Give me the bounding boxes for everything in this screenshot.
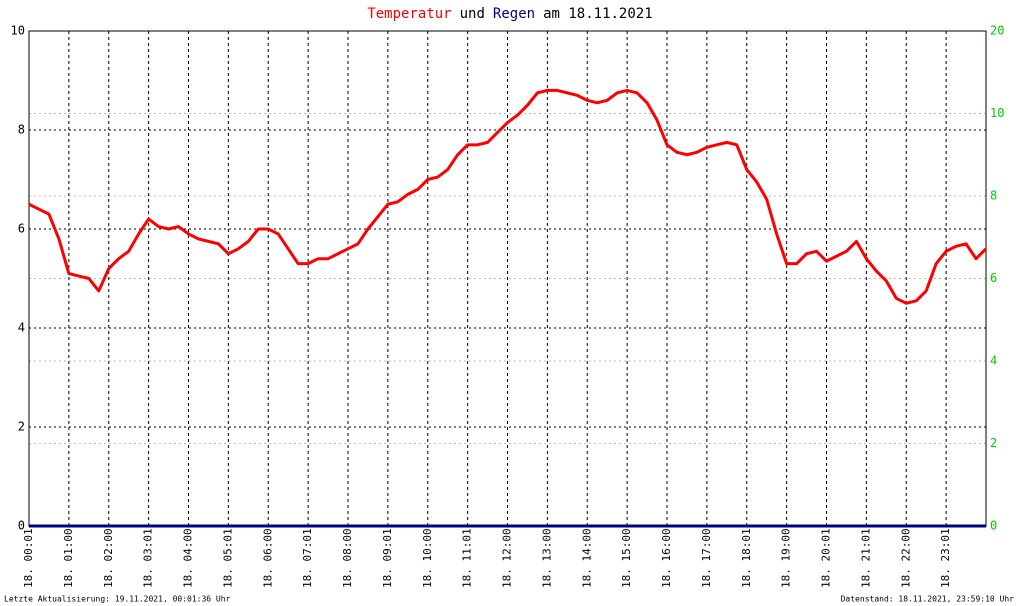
x-tick-label: 18. 11:01 bbox=[461, 528, 474, 588]
x-tick-label: 18. 19:00 bbox=[780, 528, 793, 588]
x-tick-label: 18. 18:01 bbox=[740, 528, 753, 588]
y-tick-label: 10 bbox=[11, 24, 25, 38]
y-tick-label: 8 bbox=[18, 123, 25, 137]
x-tick-label: 18. 00:01 bbox=[22, 528, 35, 588]
x-tick-label: 18. 20:01 bbox=[820, 528, 833, 588]
y-tick-label: 6 bbox=[18, 222, 25, 236]
y2-tick-label: 0 bbox=[990, 519, 997, 533]
x-tick-label: 18. 14:00 bbox=[580, 528, 593, 588]
y2-tick-label: 4 bbox=[990, 354, 997, 368]
y-tick-label: 2 bbox=[18, 420, 25, 434]
x-tick-label: 18. 15:00 bbox=[620, 528, 633, 588]
series-line bbox=[28, 88, 988, 305]
x-tick-label: 18. 23:01 bbox=[939, 528, 952, 588]
x-tick-label: 18. 09:01 bbox=[381, 528, 394, 588]
footer-right: Datenstand: 18.11.2021, 23:59:10 Uhr bbox=[841, 595, 1015, 604]
x-tick-label: 18. 07:01 bbox=[301, 528, 314, 588]
x-tick-label: 18. 12:00 bbox=[501, 528, 514, 588]
x-tick-label: 18. 03:01 bbox=[142, 528, 155, 588]
y2-tick-label: 8 bbox=[990, 189, 997, 203]
x-tick-label: 18. 16:00 bbox=[660, 528, 673, 588]
footer-left: Letzte Aktualisierung: 19.11.2021, 00:01… bbox=[4, 595, 231, 604]
x-tick-label: 18. 01:00 bbox=[62, 528, 75, 588]
y-tick-label: 4 bbox=[18, 321, 25, 335]
y2-tick-label: 6 bbox=[990, 271, 997, 285]
x-tick-label: 18. 02:00 bbox=[102, 528, 115, 588]
chart-title: Temperatur und Regen am 18.11.2021 bbox=[367, 6, 652, 22]
x-tick-label: 18. 04:00 bbox=[182, 528, 195, 588]
x-tick-label: 18. 17:00 bbox=[700, 528, 713, 588]
y2-tick-label: 10 bbox=[990, 106, 1004, 120]
y2-tick-label: 20 bbox=[990, 24, 1004, 38]
title-part: und bbox=[460, 6, 485, 22]
x-tick-label: 18. 08:00 bbox=[341, 528, 354, 588]
x-tick-label: 18. 21:01 bbox=[859, 528, 872, 588]
x-tick-label: 18. 10:00 bbox=[421, 528, 434, 588]
y2-tick-label: 2 bbox=[990, 436, 997, 450]
x-tick-label: 18. 06:00 bbox=[261, 528, 274, 588]
title-part: am 18.11.2021 bbox=[543, 6, 653, 22]
y-tick-label: 0 bbox=[18, 519, 25, 533]
title-part: Regen bbox=[493, 6, 535, 22]
x-tick-label: 18. 13:00 bbox=[540, 528, 553, 588]
x-tick-label: 18. 05:01 bbox=[221, 528, 234, 588]
title-part: Temperatur bbox=[367, 6, 451, 22]
x-tick-label: 18. 22:00 bbox=[899, 528, 912, 588]
